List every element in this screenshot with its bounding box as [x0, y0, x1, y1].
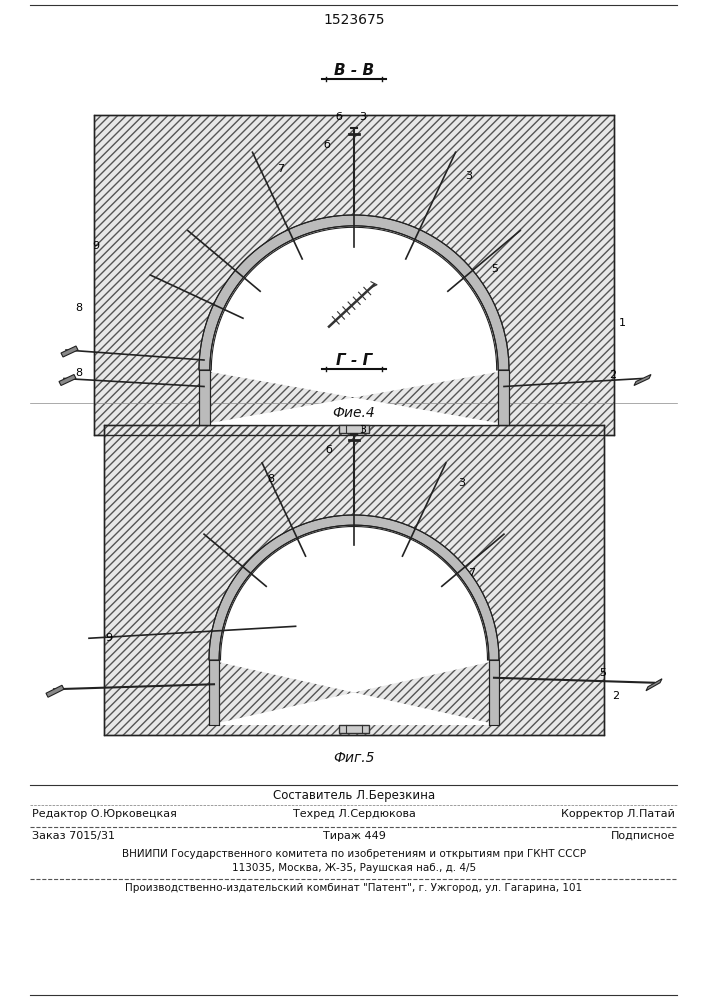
Polygon shape: [634, 374, 651, 385]
Polygon shape: [489, 660, 499, 725]
Text: б: б: [335, 112, 342, 122]
Text: 5: 5: [599, 668, 606, 678]
Polygon shape: [339, 425, 369, 433]
Polygon shape: [209, 660, 219, 725]
Polygon shape: [46, 685, 64, 697]
Text: 7: 7: [468, 568, 475, 578]
Text: Составитель Л.Березкина: Составитель Л.Березкина: [273, 789, 435, 802]
Text: 1: 1: [619, 318, 626, 328]
Polygon shape: [199, 215, 509, 425]
Text: 3: 3: [466, 171, 472, 181]
Text: 8: 8: [75, 303, 82, 313]
Text: 3: 3: [359, 425, 366, 435]
Polygon shape: [646, 679, 662, 691]
Polygon shape: [209, 515, 499, 660]
Text: Редактор О.Юрковецкая: Редактор О.Юрковецкая: [32, 809, 177, 819]
Polygon shape: [104, 425, 604, 735]
Text: 113035, Москва, Ж-35, Раушская наб., д. 4/5: 113035, Москва, Ж-35, Раушская наб., д. …: [232, 863, 476, 873]
Text: В - В: В - В: [334, 63, 374, 78]
Text: Техред Л.Сердюкова: Техред Л.Сердюкова: [293, 809, 416, 819]
Polygon shape: [199, 215, 509, 370]
Polygon shape: [209, 515, 499, 725]
Text: Тираж 449: Тираж 449: [322, 831, 385, 841]
Polygon shape: [339, 725, 369, 733]
Text: 3: 3: [458, 478, 465, 488]
Text: 7: 7: [277, 163, 284, 174]
Text: 9: 9: [105, 633, 112, 643]
Text: Подписное: Подписное: [611, 831, 675, 841]
Text: 5: 5: [491, 264, 498, 274]
Polygon shape: [498, 370, 509, 425]
Text: Фиг.5: Фиг.5: [333, 751, 375, 765]
Text: Г - Г: Г - Г: [336, 353, 372, 368]
Text: 8: 8: [75, 368, 82, 378]
Text: 2: 2: [609, 370, 616, 380]
Text: Заказ 7015/31: Заказ 7015/31: [32, 831, 115, 841]
Polygon shape: [94, 115, 614, 435]
Text: 1523675: 1523675: [323, 13, 385, 27]
Polygon shape: [59, 374, 76, 385]
Text: 3: 3: [359, 112, 366, 122]
Text: б: б: [325, 445, 332, 455]
Text: Фие.4: Фие.4: [332, 406, 375, 420]
Polygon shape: [61, 346, 78, 357]
Text: Производственно-издательский комбинат "Патент", г. Ужгород, ул. Гагарина, 101: Производственно-издательский комбинат "П…: [125, 883, 583, 893]
Polygon shape: [199, 370, 210, 425]
Text: 2: 2: [612, 691, 619, 701]
Text: Корректор Л.Патай: Корректор Л.Патай: [561, 809, 675, 819]
Text: 8: 8: [267, 474, 274, 484]
Text: б: б: [324, 140, 331, 150]
Text: 9: 9: [92, 241, 99, 251]
Text: ВНИИПИ Государственного комитета по изобретениям и открытиям при ГКНТ СССР: ВНИИПИ Государственного комитета по изоб…: [122, 849, 586, 859]
